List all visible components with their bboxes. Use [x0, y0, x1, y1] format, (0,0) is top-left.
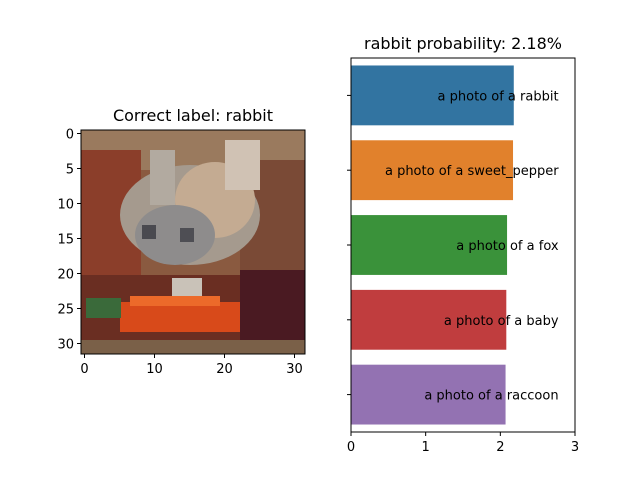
image-pixel-region	[240, 270, 305, 340]
image-y-ticks: 0 5 10 15 20 25 30	[57, 128, 81, 353]
image-x-ticks: 0 10 20 30	[80, 354, 303, 377]
bar-x-tick-label: 1	[422, 440, 430, 455]
image-y-tick-label: 0	[66, 128, 74, 143]
bar	[351, 65, 514, 126]
image-y-tick-label: 15	[57, 233, 74, 248]
bar	[351, 364, 506, 425]
image-x-tick-label: 10	[146, 362, 163, 377]
bar	[351, 215, 508, 275]
image-x-tick-label: 0	[80, 362, 88, 377]
image-pixels	[81, 130, 305, 354]
image-x-tick-label: 30	[286, 362, 303, 377]
bar-label: a photo of a raccoon	[424, 389, 558, 404]
bar-panel: rabbit probability: 2.18% a photo of a r…	[347, 34, 579, 455]
carrot	[130, 296, 220, 306]
image-x-tick-label: 20	[216, 362, 233, 377]
bars: a photo of a rabbit a photo of a sweet_pe…	[347, 65, 559, 425]
carrot	[120, 302, 240, 332]
image-pixel-region	[81, 340, 305, 354]
bar-label: a photo of a sweet_pepper	[385, 164, 559, 179]
rabbit-eye	[142, 225, 156, 239]
bar-frame	[350, 57, 576, 433]
bar-x-tick-label: 0	[347, 440, 355, 455]
rabbit-eye	[180, 228, 194, 242]
image-panel-title: Correct label: rabbit	[113, 106, 273, 125]
bar-label: a photo of a rabbit	[438, 89, 559, 104]
rabbit-head	[135, 205, 215, 265]
bar-label: a photo of a fox	[456, 239, 559, 254]
image-y-tick-label: 20	[57, 268, 74, 283]
bar-x-tick-label: 2	[496, 440, 504, 455]
bar-x-tick-label: 3	[571, 440, 579, 455]
bar-panel-title: rabbit probability: 2.18%	[364, 34, 562, 53]
image-frame	[80, 129, 306, 355]
bar-x-ticks: 0 1 2 3	[347, 432, 579, 455]
rabbit-ear	[150, 150, 175, 205]
bar-label: a photo of a baby	[444, 314, 559, 329]
image-y-tick-label: 10	[57, 198, 74, 213]
bar	[351, 140, 514, 201]
image-y-tick-label: 25	[57, 303, 74, 318]
rabbit-ear	[225, 140, 260, 190]
image-panel: Correct label: rabbit 0 10 20 30	[57, 106, 306, 377]
bar	[351, 289, 507, 350]
image-y-tick-label: 5	[66, 163, 74, 178]
carrot-leaves	[86, 298, 121, 318]
image-y-tick-label: 30	[57, 338, 74, 353]
